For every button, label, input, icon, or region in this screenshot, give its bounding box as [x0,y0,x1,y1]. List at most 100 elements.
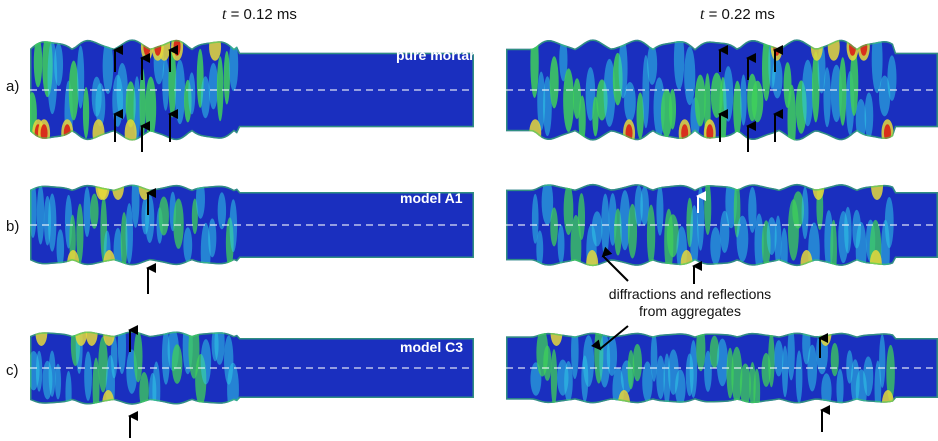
field-band [173,198,184,249]
field-band [76,203,84,264]
field-band [618,39,628,99]
field-rim [506,39,938,141]
field-band [158,196,169,236]
field-band [563,68,574,132]
field-band [823,67,831,128]
field-band [152,361,161,405]
field-band [802,59,814,127]
field-band [650,332,658,382]
field-band [668,88,677,130]
field-band [84,351,92,401]
field-band [216,56,224,122]
field-band [838,57,847,126]
field-band [736,215,749,262]
field-band [117,331,127,375]
field-band [183,227,193,263]
column-title-2: t = 0.22 ms [700,6,775,24]
field-band [229,199,238,253]
field-hotspot [618,390,631,404]
field-band [694,74,706,127]
field-band [719,210,730,253]
field-band [632,343,642,382]
field-band [577,192,586,241]
field-band [541,183,554,226]
field-band [33,39,43,88]
field-band [208,62,219,110]
field-band [836,368,844,404]
field-band [795,350,803,404]
field-band [787,332,795,381]
time-symbol: t [700,6,705,23]
field-hotspot [550,332,563,346]
field-band [208,218,217,258]
field-band [191,198,198,235]
field-rim [506,332,938,404]
field-band [56,229,65,266]
field-band [606,335,618,377]
field-band [171,344,183,384]
field-band [766,217,777,255]
field-band [647,43,658,85]
field-band [102,39,114,94]
field-band [543,345,552,381]
field-band [48,350,56,397]
field-band [125,203,134,264]
field-band [90,193,99,229]
field-band [188,72,196,115]
field-band [557,224,565,264]
field-rim [30,331,474,405]
field-band [642,361,653,403]
field-band [627,203,638,259]
field-band [162,57,169,111]
field-band [619,190,631,251]
field-band [768,332,775,388]
field-band [801,186,809,240]
field-band [229,39,239,92]
field-band [751,80,764,123]
field-band [217,192,227,230]
field-band [844,206,852,254]
field-band [54,363,62,400]
field-band [537,71,546,131]
field-band [748,186,757,233]
field-band [886,344,895,402]
annotation-line-2: from aggregates [639,303,741,319]
field-band [792,191,805,229]
field-band [536,230,544,267]
field-band [563,184,574,235]
field-band [733,80,742,137]
field-band [559,39,568,82]
field-band [762,39,771,101]
field-band [642,55,650,129]
field-band [636,92,644,140]
field-band [578,95,586,141]
field-band [48,193,57,252]
field-band [564,361,573,403]
field-band [646,204,656,266]
field-band [54,42,64,87]
field-band [640,186,649,226]
row-label-a: a) [6,78,20,95]
field-band [161,331,170,385]
field-band [634,185,643,227]
panel-c-right [506,332,938,404]
field-band [675,369,686,404]
field-band [603,58,616,127]
field-band [849,49,859,116]
field-band [591,211,603,247]
field-band [673,39,685,90]
annotation-arrow [591,325,629,351]
time-value: = 0.12 ms [226,6,297,23]
field-band [723,66,734,122]
field-band [139,68,146,139]
field-band [76,45,85,109]
field-band [550,349,558,404]
field-band [98,336,108,393]
column-title-1: t = 0.12 ms [222,6,297,24]
time-value: = 0.22 ms [704,6,775,23]
field-band [95,83,106,127]
field-band [200,339,212,385]
field-band [689,340,698,398]
field-band [863,356,874,397]
model-label-a1: model A1 [400,190,463,206]
